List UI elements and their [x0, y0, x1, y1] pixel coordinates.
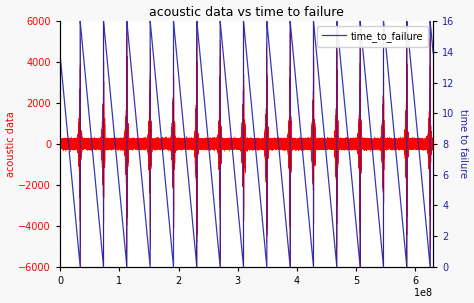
- time_to_failure: [108, 95, 114, 98]
- Title: acoustic data vs time to failure: acoustic data vs time to failure: [149, 5, 344, 18]
- time_to_failure: [338, 63, 344, 67]
- Text: $\mathregular{1e8}$: $\mathregular{1e8}$: [413, 286, 433, 298]
- Legend: time_to_failure: time_to_failure: [317, 26, 428, 47]
- time_to_failure: [310, 265, 316, 268]
- time_to_failure: [57, 54, 63, 57]
- time_to_failure: [77, 19, 83, 23]
- time_to_failure: [269, 69, 274, 73]
- time_to_failure: [286, 257, 292, 260]
- time_to_failure: [90, 155, 96, 159]
- Y-axis label: time to failure: time to failure: [458, 109, 468, 178]
- time_to_failure: [334, 21, 340, 25]
- Line: time_to_failure: time_to_failure: [60, 21, 433, 267]
- time_to_failure: [430, 51, 436, 55]
- Y-axis label: acoustic data: acoustic data: [6, 111, 16, 177]
